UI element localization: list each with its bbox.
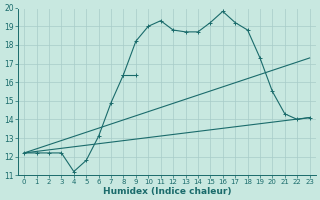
X-axis label: Humidex (Indice chaleur): Humidex (Indice chaleur) [103,187,231,196]
